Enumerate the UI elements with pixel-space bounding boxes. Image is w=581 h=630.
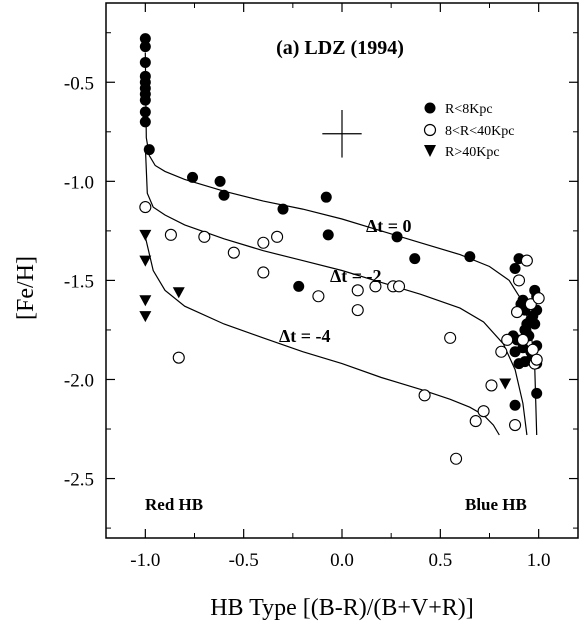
- legend-triangle-down-icon: [424, 145, 436, 157]
- chart-title: (a) LDZ (1994): [276, 37, 404, 59]
- data-point-middle-cluster: [444, 331, 457, 344]
- data-point-middle-cluster: [351, 304, 364, 317]
- data-point-middle-cluster: [469, 415, 482, 428]
- data-point-middle-cluster: [516, 333, 529, 346]
- blue-hb-annotation: Blue HB: [465, 495, 527, 514]
- data-point-outer-cluster: [172, 287, 185, 299]
- x-tick-label: 0.0: [330, 550, 354, 571]
- delta-t-minus-2-label: Δt = -2: [330, 266, 382, 286]
- data-point-inner-cluster: [218, 189, 230, 201]
- data-point-middle-cluster: [227, 246, 240, 259]
- data-point-inner-cluster: [322, 229, 334, 241]
- data-point-outer-cluster: [499, 378, 512, 390]
- isochrone-curve-1: [144, 145, 528, 436]
- data-point-inner-cluster: [391, 231, 403, 243]
- data-point-middle-cluster: [271, 230, 284, 243]
- data-point-middle-cluster: [198, 230, 211, 243]
- data-point-inner-cluster: [409, 253, 421, 265]
- y-tick-label: -2.0: [64, 370, 94, 391]
- x-tick-label: -1.0: [130, 550, 160, 571]
- data-points: [139, 33, 545, 465]
- data-point-outer-cluster: [139, 255, 152, 267]
- data-point-inner-cluster: [139, 116, 151, 128]
- data-point-middle-cluster: [520, 254, 533, 267]
- delta-t-0-label: Δt = 0: [366, 216, 412, 236]
- data-point-inner-cluster: [214, 175, 226, 187]
- legend-filled-circle-icon: [424, 102, 436, 114]
- data-point-middle-cluster: [526, 343, 539, 356]
- y-tick-label: -1.0: [64, 172, 94, 193]
- data-point-inner-cluster: [509, 346, 521, 358]
- data-point-inner-cluster: [509, 263, 521, 275]
- data-point-middle-cluster: [257, 266, 270, 279]
- data-point-inner-cluster: [509, 399, 521, 411]
- data-point-inner-cluster: [529, 318, 541, 330]
- data-point-inner-cluster: [139, 106, 151, 118]
- y-tick-label: -1.5: [64, 271, 94, 292]
- data-point-inner-cluster: [464, 251, 476, 263]
- data-point-middle-cluster: [172, 351, 185, 364]
- data-point-middle-cluster: [532, 292, 545, 305]
- x-tick-label: -0.5: [229, 550, 259, 571]
- data-point-middle-cluster: [510, 306, 524, 319]
- data-point-middle-cluster: [257, 236, 270, 249]
- data-point-middle-cluster: [164, 228, 177, 241]
- x-axis-title: HB Type [(B-R)/(B+V+R)]: [210, 595, 474, 621]
- data-point-middle-cluster: [512, 274, 526, 287]
- data-point-middle-cluster: [369, 280, 382, 293]
- data-point-inner-cluster: [320, 191, 332, 203]
- data-point-middle-cluster: [485, 379, 498, 392]
- data-point-middle-cluster: [450, 452, 463, 465]
- data-point-inner-cluster: [531, 387, 543, 399]
- data-point-outer-cluster: [139, 229, 152, 241]
- data-point-middle-cluster: [418, 389, 431, 402]
- y-axis-title: [Fe/H]: [13, 256, 39, 320]
- axis-ticks: -1.0 -0.5 0.0 0.5 1.0 -0.5 -1.0 -1.5 -2.0 -2.5: [64, 3, 578, 571]
- delta-t-minus-4-label: Δt = -4: [279, 326, 331, 346]
- y-tick-label: -2.5: [64, 470, 94, 491]
- data-point-middle-cluster: [509, 419, 522, 432]
- data-point-inner-cluster: [139, 41, 151, 53]
- data-point-middle-cluster: [139, 201, 152, 214]
- legend-open-circle-icon: [423, 123, 437, 137]
- data-point-outer-cluster: [139, 311, 152, 323]
- x-tick-label: 1.0: [527, 550, 551, 571]
- data-point-middle-cluster: [477, 405, 490, 418]
- data-point-inner-cluster: [187, 171, 199, 183]
- data-point-middle-cluster: [351, 284, 364, 297]
- y-tick-label: -0.5: [64, 73, 94, 94]
- x-tick-label: 0.5: [428, 550, 452, 571]
- data-point-outer-cluster: [139, 295, 152, 307]
- legend: R<8Kpc 8<R<40Kpc R>40Kpc: [423, 102, 514, 160]
- data-point-inner-cluster: [143, 144, 155, 156]
- data-point-middle-cluster: [392, 280, 406, 293]
- data-point-middle-cluster: [495, 345, 508, 358]
- error-bar-cross: [322, 110, 362, 158]
- legend-label-inner: R<8Kpc: [445, 102, 493, 117]
- data-point-inner-cluster: [277, 203, 289, 215]
- data-point-inner-cluster: [139, 33, 151, 45]
- data-point-inner-cluster: [293, 280, 305, 292]
- data-point-middle-cluster: [312, 290, 325, 303]
- data-point-inner-cluster: [139, 94, 151, 106]
- legend-label-outer: R>40Kpc: [445, 145, 500, 160]
- legend-label-middle: 8<R<40Kpc: [445, 124, 514, 139]
- data-point-middle-cluster: [530, 353, 543, 366]
- red-hb-annotation: Red HB: [145, 495, 203, 514]
- data-point-middle-cluster: [501, 333, 514, 346]
- data-point-inner-cluster: [139, 56, 151, 68]
